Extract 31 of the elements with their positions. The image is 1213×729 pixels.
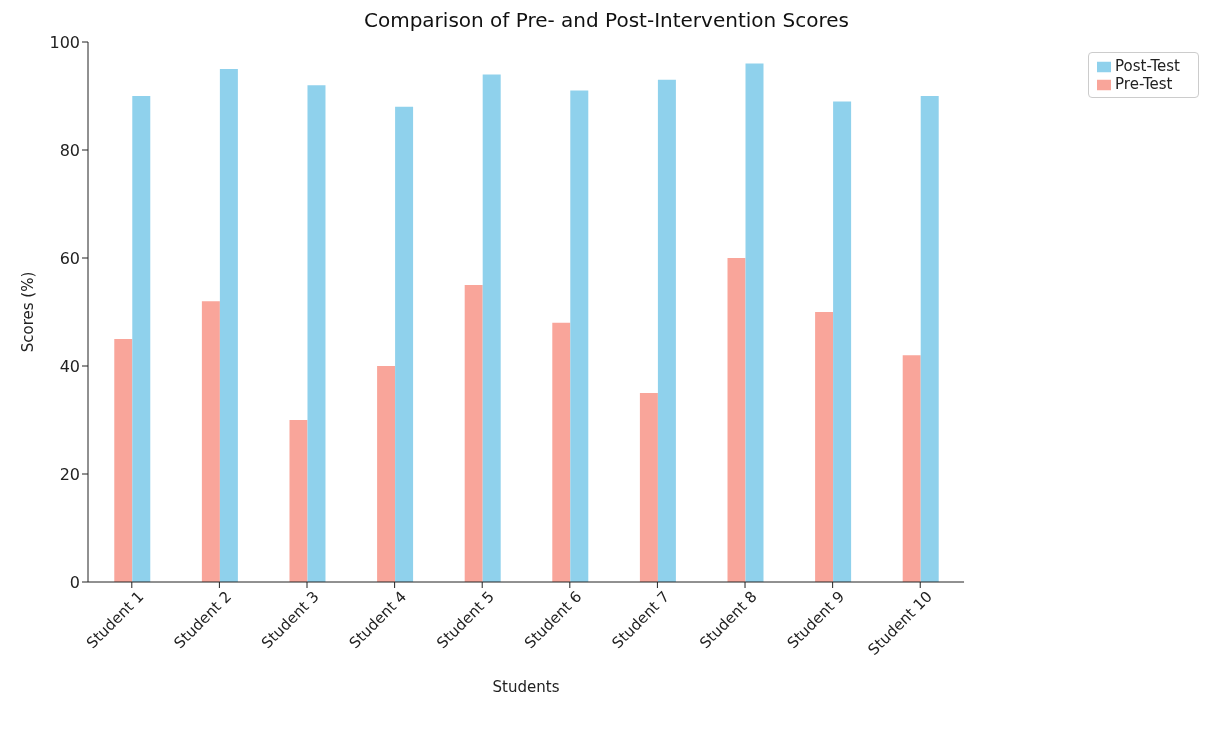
bar (657, 79, 676, 582)
x-axis-title: Students (492, 678, 560, 696)
legend-label: Post-Test (1115, 57, 1180, 75)
bar (307, 85, 326, 582)
chart-title: Comparison of Pre- and Post-Intervention Scores (363, 8, 850, 32)
y-tick-label: 20 (59, 464, 80, 484)
bar (902, 355, 921, 582)
y-tick-label: 60 (59, 248, 80, 268)
bar (114, 339, 133, 582)
bar (289, 420, 308, 582)
bar (833, 101, 852, 582)
bar (745, 63, 764, 582)
bar (570, 90, 589, 582)
y-tick-label: 0 (69, 572, 80, 592)
legend-label: Pre-Test (1115, 75, 1173, 93)
bar (132, 96, 151, 582)
y-axis-title: Scores (%) (19, 271, 38, 353)
bar (201, 301, 220, 582)
bar (727, 258, 746, 582)
bar (639, 393, 658, 582)
bar (552, 322, 571, 582)
bar (920, 96, 939, 582)
y-tick-label: 80 (59, 140, 80, 160)
y-tick-label: 40 (59, 356, 80, 376)
bar (482, 74, 501, 582)
bar (377, 366, 396, 582)
bar (395, 106, 414, 582)
bar (219, 69, 238, 582)
bar (464, 285, 483, 582)
bar (815, 312, 834, 582)
y-tick-label: 100 (49, 32, 80, 52)
